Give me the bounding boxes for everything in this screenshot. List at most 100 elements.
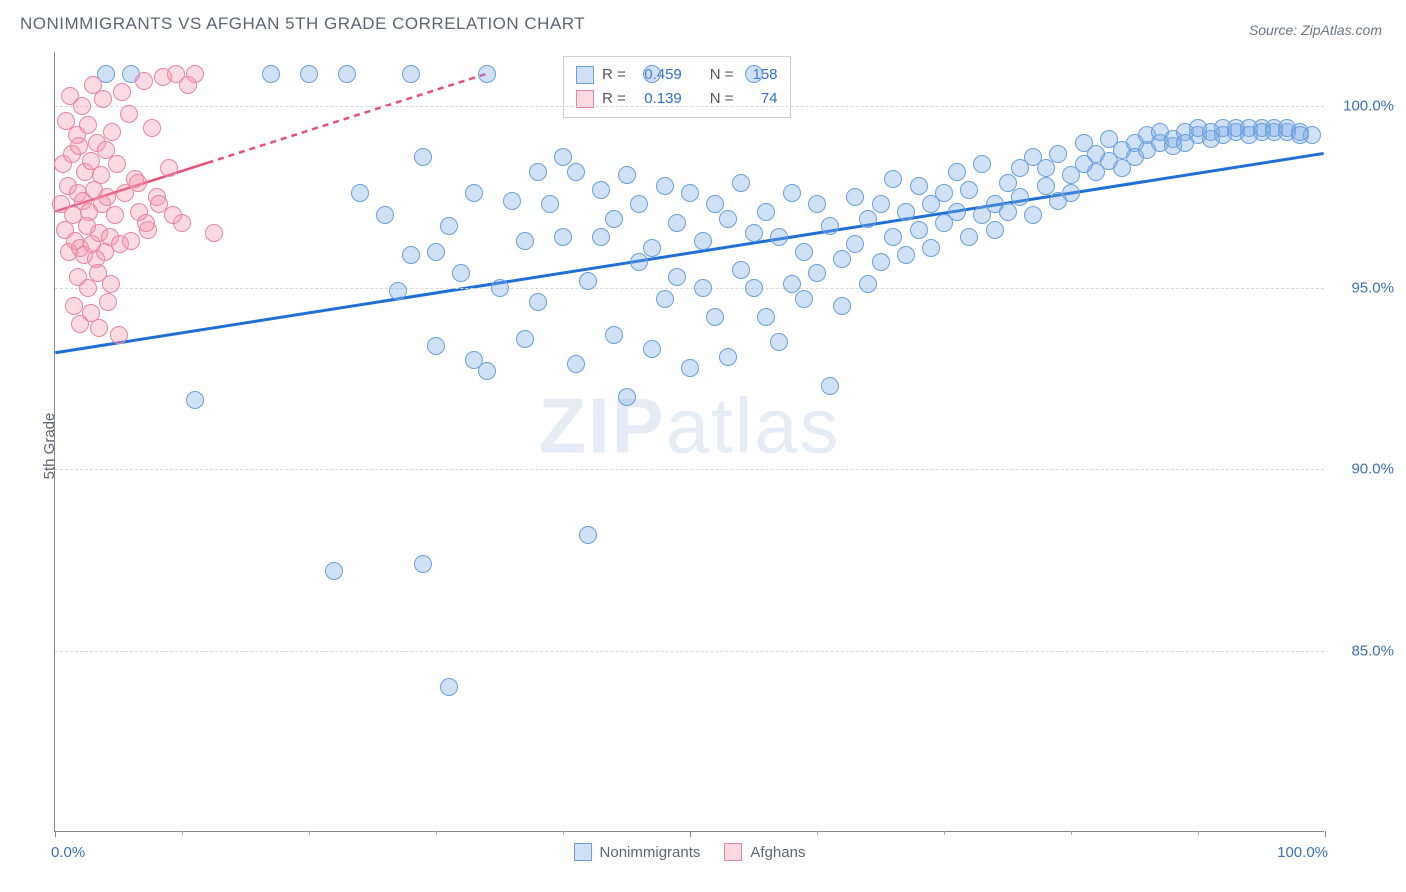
data-point: [92, 166, 110, 184]
data-point: [884, 170, 902, 188]
plot-area: ZIPatlas 0.0% 100.0% R =0.459N =158R =0.…: [54, 52, 1324, 832]
gridline: [55, 106, 1324, 107]
data-point: [186, 65, 204, 83]
data-point: [90, 319, 108, 337]
x-axis-max-label: 100.0%: [1277, 844, 1328, 861]
x-tick-minor: [1198, 831, 1199, 835]
data-point: [129, 174, 147, 192]
data-point: [402, 246, 420, 264]
data-point: [516, 232, 534, 250]
legend-swatch: [724, 843, 742, 861]
data-point: [1011, 188, 1029, 206]
legend-swatch: [576, 90, 594, 108]
n-label: N =: [710, 63, 734, 87]
legend-swatch: [576, 66, 594, 84]
data-point: [960, 228, 978, 246]
data-point: [110, 326, 128, 344]
legend-label: Nonimmigrants: [600, 844, 701, 861]
gridline: [55, 651, 1324, 652]
data-point: [554, 228, 572, 246]
data-point: [795, 243, 813, 261]
data-point: [846, 188, 864, 206]
data-point: [122, 232, 140, 250]
data-point: [414, 148, 432, 166]
data-point: [65, 297, 83, 315]
data-point: [427, 337, 445, 355]
legend-item: Nonimmigrants: [574, 843, 701, 861]
data-point: [973, 155, 991, 173]
data-point: [706, 308, 724, 326]
data-point: [300, 65, 318, 83]
gridline: [55, 469, 1324, 470]
watermark: ZIPatlas: [538, 380, 840, 471]
data-point: [757, 308, 775, 326]
data-point: [592, 228, 610, 246]
data-point: [859, 275, 877, 293]
x-tick-major: [55, 831, 56, 837]
data-point: [1024, 206, 1042, 224]
data-point: [745, 224, 763, 242]
data-point: [630, 195, 648, 213]
data-point: [99, 293, 117, 311]
data-point: [452, 264, 470, 282]
data-point: [821, 217, 839, 235]
data-point: [137, 214, 155, 232]
x-tick-minor: [817, 831, 818, 835]
x-tick-minor: [944, 831, 945, 835]
data-point: [325, 562, 343, 580]
data-point: [106, 206, 124, 224]
data-point: [745, 279, 763, 297]
y-tick-label: 95.0%: [1334, 279, 1394, 296]
data-point: [960, 181, 978, 199]
y-tick-label: 85.0%: [1334, 642, 1394, 659]
data-point: [656, 290, 674, 308]
data-point: [719, 210, 737, 228]
legend-swatch: [574, 843, 592, 861]
data-point: [79, 116, 97, 134]
data-point: [1037, 159, 1055, 177]
data-point: [656, 177, 674, 195]
data-point: [478, 362, 496, 380]
data-point: [681, 359, 699, 377]
data-point: [94, 90, 112, 108]
data-point: [427, 243, 445, 261]
data-point: [567, 163, 585, 181]
data-point: [516, 330, 534, 348]
data-point: [808, 264, 826, 282]
x-tick-minor: [1071, 831, 1072, 835]
data-point: [1049, 145, 1067, 163]
data-point: [694, 232, 712, 250]
data-point: [872, 253, 890, 271]
data-point: [541, 195, 559, 213]
data-point: [732, 174, 750, 192]
data-point: [618, 166, 636, 184]
gridline: [55, 288, 1324, 289]
data-point: [986, 221, 1004, 239]
data-point: [922, 239, 940, 257]
data-point: [770, 228, 788, 246]
y-tick-label: 100.0%: [1334, 98, 1394, 115]
data-point: [668, 214, 686, 232]
data-point: [884, 228, 902, 246]
r-label: R =: [602, 63, 626, 87]
data-point: [872, 195, 890, 213]
data-point: [73, 97, 91, 115]
data-point: [440, 678, 458, 696]
series-legend: Nonimmigrants Afghans: [574, 843, 806, 861]
data-point: [605, 210, 623, 228]
data-point: [262, 65, 280, 83]
data-point: [108, 155, 126, 173]
data-point: [529, 293, 547, 311]
data-point: [567, 355, 585, 373]
data-point: [440, 217, 458, 235]
data-point: [732, 261, 750, 279]
data-point: [897, 203, 915, 221]
x-tick-minor: [563, 831, 564, 835]
data-point: [643, 65, 661, 83]
x-tick-major: [690, 831, 691, 837]
legend-item: Afghans: [724, 843, 805, 861]
data-point: [859, 210, 877, 228]
data-point: [160, 159, 178, 177]
data-point: [389, 282, 407, 300]
data-point: [554, 148, 572, 166]
